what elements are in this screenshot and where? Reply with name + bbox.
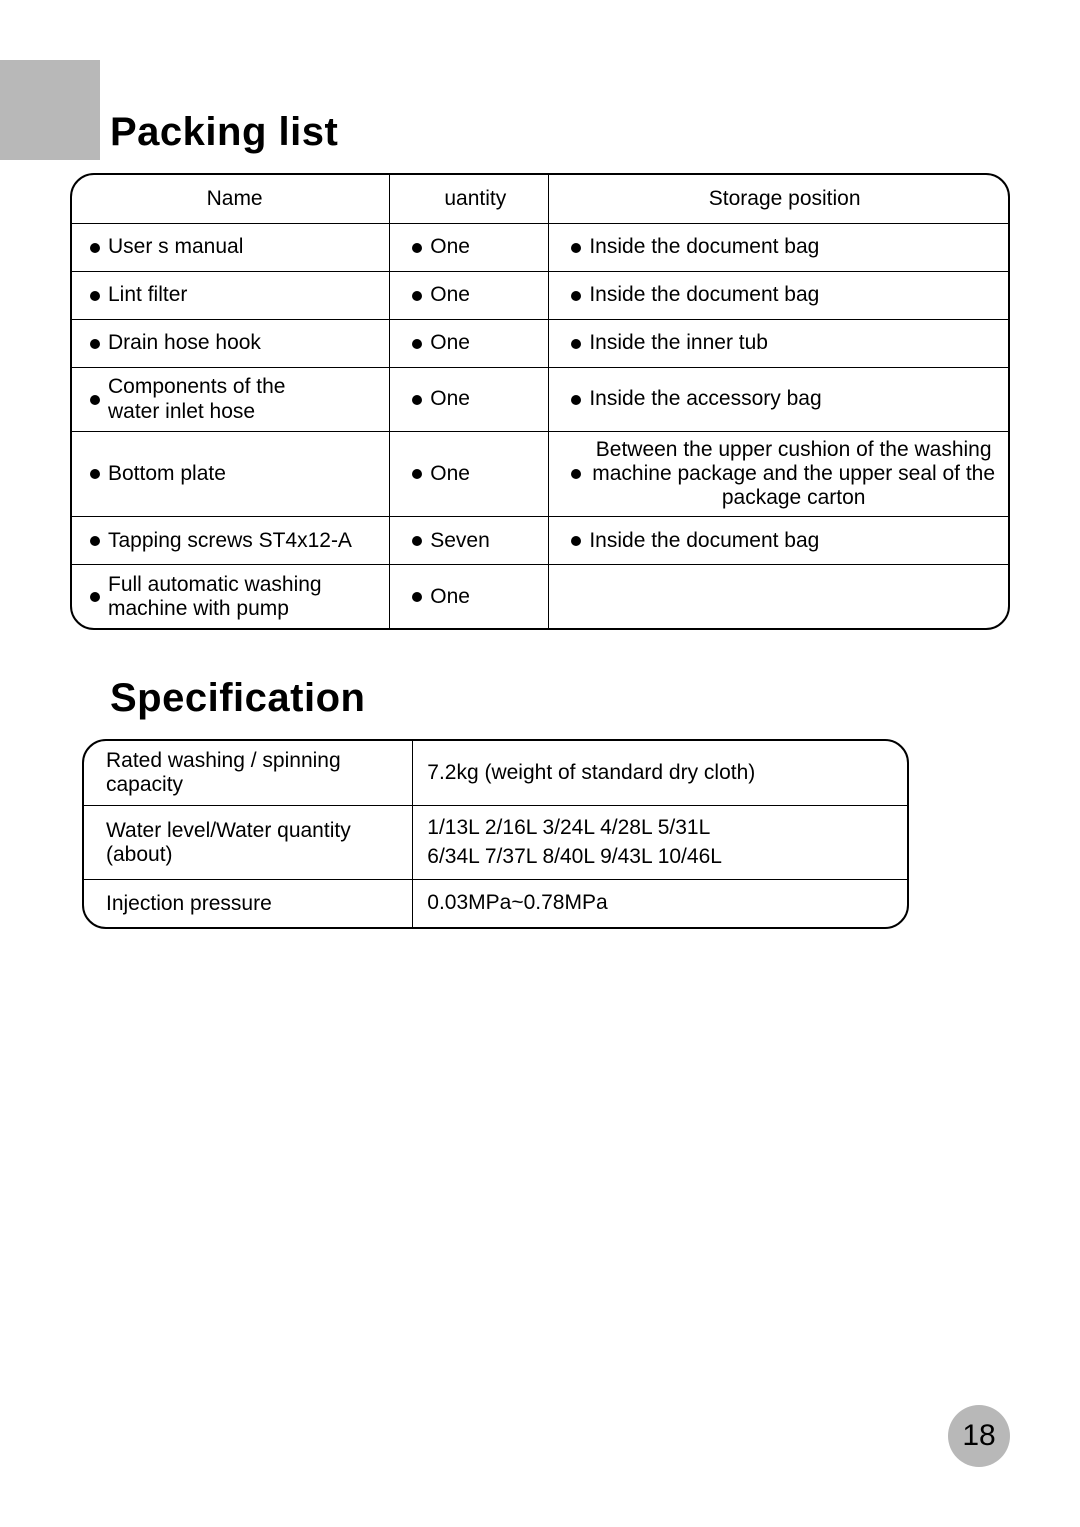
table-row: Water level/Water quantity (about) 1/13L… — [84, 805, 907, 879]
cell-name: Bottom plate — [108, 462, 226, 486]
spec-value: 1/13L 2/16L 3/24L 4/28L 5/31L 6/34L 7/37… — [413, 806, 907, 879]
packing-list-heading: Packing list — [110, 110, 1010, 155]
cell-name: Drain hose hook — [108, 331, 261, 355]
table-row: Bottom plate One Between the upper cushi… — [72, 431, 1008, 516]
cell-name: Lint filter — [108, 283, 187, 307]
col-header-position: Storage position — [549, 175, 1008, 223]
packing-list-table: Name uantity Storage position User s man… — [70, 173, 1010, 630]
bullet-icon — [571, 339, 581, 349]
bullet-icon — [90, 339, 100, 349]
bullet-icon — [571, 291, 581, 301]
table-row: Lint filter One Inside the document bag — [72, 271, 1008, 319]
table-row: Components of the water inlet hose One I… — [72, 367, 1008, 431]
col-header-quantity: uantity — [390, 175, 549, 223]
cell-qty: One — [430, 235, 470, 259]
cell-pos: Inside the document bag — [589, 235, 819, 259]
spec-label: Injection pressure — [84, 880, 413, 927]
spec-label: Rated washing / spinning capacity — [84, 741, 413, 805]
table-row: Injection pressure 0.03MPa~0.78MPa — [84, 879, 907, 927]
bullet-icon — [90, 469, 100, 479]
cell-pos: Inside the accessory bag — [589, 387, 821, 411]
bullet-icon — [571, 536, 581, 546]
bullet-icon — [90, 536, 100, 546]
cell-pos: Inside the inner tub — [589, 331, 768, 355]
cell-qty: One — [430, 387, 470, 411]
cell-qty: Seven — [430, 529, 490, 553]
spec-value: 0.03MPa~0.78MPa — [413, 880, 907, 927]
cell-qty: One — [430, 283, 470, 307]
col-header-name: Name — [72, 175, 390, 223]
table-row: Rated washing / spinning capacity 7.2kg … — [84, 741, 907, 805]
bullet-icon — [90, 592, 100, 602]
table-row: Full automatic washing machine with pump… — [72, 564, 1008, 628]
specification-table: Rated washing / spinning capacity 7.2kg … — [82, 739, 909, 929]
bullet-icon — [412, 395, 422, 405]
bullet-icon — [412, 536, 422, 546]
table-row: Drain hose hook One Inside the inner tub — [72, 319, 1008, 367]
cell-qty: One — [430, 462, 470, 486]
page-number-badge: 18 — [948, 1405, 1010, 1467]
bullet-icon — [412, 469, 422, 479]
spec-value: 7.2kg (weight of standard dry cloth) — [413, 741, 907, 805]
cell-qty: One — [430, 331, 470, 355]
cell-pos: Inside the document bag — [589, 529, 819, 553]
bullet-icon — [412, 243, 422, 253]
bullet-icon — [571, 469, 581, 479]
table-row: Tapping screws ST4x12-A Seven Inside the… — [72, 516, 1008, 564]
bullet-icon — [412, 291, 422, 301]
bullet-icon — [571, 395, 581, 405]
bullet-icon — [412, 339, 422, 349]
spec-label: Water level/Water quantity (about) — [84, 806, 413, 879]
cell-pos: Inside the document bag — [589, 283, 819, 307]
cell-name: Full automatic washing machine with pump — [108, 573, 379, 621]
table-row: User s manual One Inside the document ba… — [72, 223, 1008, 271]
page-number: 18 — [962, 1419, 995, 1453]
bullet-icon — [571, 243, 581, 253]
cell-name: Components of the water inlet hose — [108, 375, 285, 423]
cell-name: Tapping screws ST4x12-A — [108, 529, 352, 553]
bullet-icon — [90, 291, 100, 301]
cell-qty: One — [430, 585, 470, 609]
bullet-icon — [412, 592, 422, 602]
bullet-icon — [90, 395, 100, 405]
packing-list-header-row: Name uantity Storage position — [72, 175, 1008, 223]
cell-name: User s manual — [108, 235, 243, 259]
cell-pos: Between the upper cushion of the washing… — [589, 438, 998, 510]
page-content: Packing list Name uantity Storage positi… — [70, 110, 1010, 929]
specification-heading: Specification — [110, 676, 1010, 721]
bullet-icon — [90, 243, 100, 253]
